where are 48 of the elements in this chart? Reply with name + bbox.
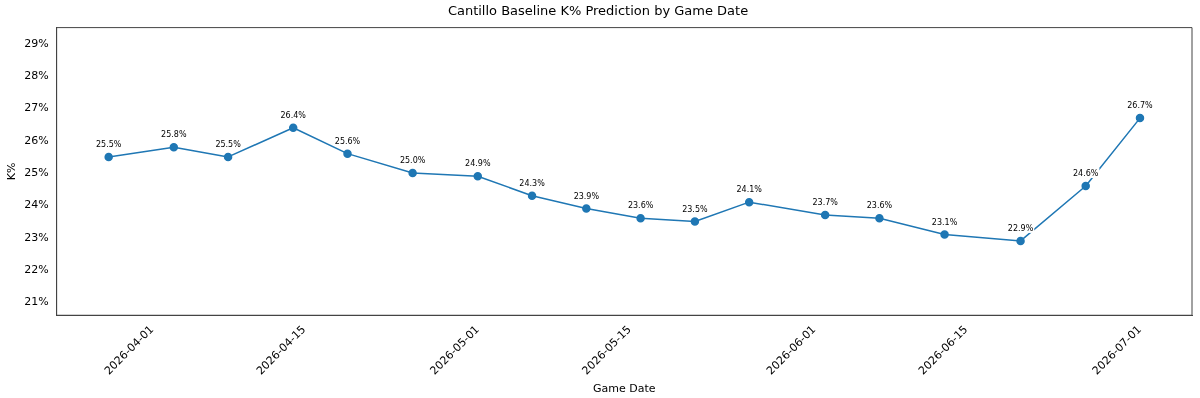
point: [875, 214, 884, 223]
y-tick-label: 22%: [24, 262, 49, 276]
y-tick-label: 29%: [24, 36, 49, 50]
data-label: 23.9%: [573, 191, 600, 201]
x-axis-title: Game Date: [593, 382, 656, 396]
data-label: 23.7%: [812, 198, 839, 208]
y-tick-label: 27%: [24, 101, 49, 115]
y-axis-title: K%: [5, 162, 19, 181]
data-label: 25.8%: [161, 130, 187, 140]
data-label: 24.6%: [1072, 169, 1099, 179]
y-tick-label: 23%: [24, 230, 49, 244]
point: [408, 168, 417, 178]
data-label: 24.3%: [519, 178, 546, 188]
point: [1016, 236, 1025, 246]
y-tick-label: 28%: [24, 68, 49, 82]
data-label: 25.5%: [95, 139, 122, 149]
point: [940, 230, 949, 239]
point: [288, 123, 298, 133]
point: [473, 172, 483, 181]
data-label: 26.7%: [1127, 101, 1154, 111]
data-label: 23.6%: [866, 201, 893, 211]
chart-title: Cantillo Baseline K% Prediction by Game Date: [447, 3, 749, 19]
data-label: 26.4%: [280, 110, 307, 120]
point: [343, 149, 352, 158]
y-tick-label: 24%: [24, 198, 49, 212]
point: [744, 197, 754, 207]
point: [582, 204, 591, 213]
data-label: 22.9%: [1007, 224, 1034, 233]
data-label: 24.9%: [465, 159, 491, 169]
point: [690, 217, 700, 226]
point: [527, 191, 537, 200]
data-label: 23.1%: [931, 217, 958, 227]
data-label: 23.6%: [627, 201, 654, 211]
point: [820, 210, 830, 220]
point: [104, 152, 113, 162]
point: [1135, 113, 1145, 123]
y-tick-label: 21%: [24, 295, 49, 309]
point: [636, 214, 645, 223]
point: [169, 142, 179, 152]
data-label: 23.5%: [682, 204, 708, 214]
data-label: 24.1%: [736, 185, 763, 195]
point: [1081, 181, 1090, 191]
data-label: 25.5%: [215, 139, 242, 149]
y-tick-label: 25%: [24, 165, 49, 179]
data-label: 25.0%: [399, 156, 426, 166]
data-label: 25.6%: [334, 136, 361, 146]
point: [223, 152, 233, 162]
y-tick-label: 26%: [24, 133, 49, 147]
